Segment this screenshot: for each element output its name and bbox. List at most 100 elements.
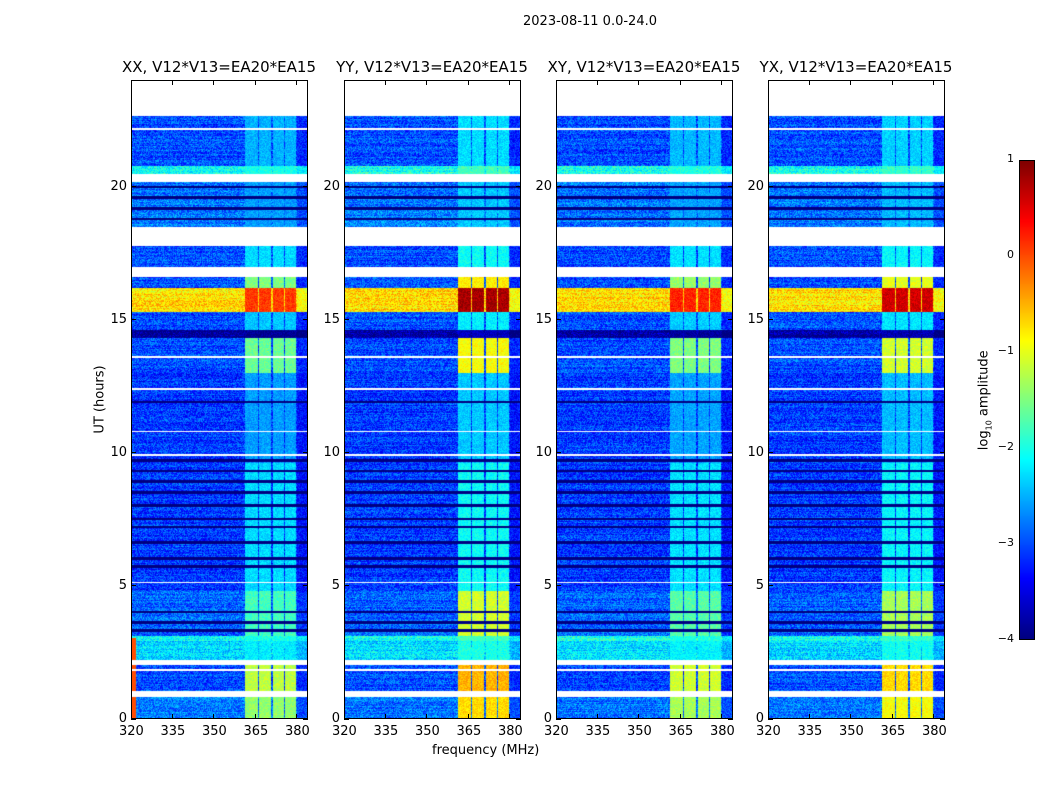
colorbar-label-rest: amplitude <box>976 350 992 421</box>
y-tick-mark <box>728 186 733 187</box>
x-tick-mark <box>213 714 215 719</box>
y-tick-label: 0 <box>755 711 764 726</box>
y-tick-mark <box>131 186 136 187</box>
y-tick-label: 15 <box>747 311 764 327</box>
x-tick-mark <box>426 80 428 85</box>
x-axis-label: frequency (MHz) <box>432 743 540 758</box>
x-tick-mark <box>767 80 769 85</box>
y-tick-label: 5 <box>543 577 552 593</box>
colorbar-tick-label: −4 <box>997 632 1014 645</box>
heatmap-panel-2 <box>556 80 733 719</box>
y-tick-mark <box>556 718 561 720</box>
y-tick-mark <box>768 186 773 187</box>
panel-title: XY, V12*V13=EA20*EA15 <box>547 58 741 76</box>
y-axis-label: UT (hours) <box>92 365 108 434</box>
y-tick-mark <box>516 585 521 587</box>
x-tick-label: 335 <box>160 724 186 739</box>
x-tick-mark <box>721 714 723 719</box>
y-tick-mark <box>556 585 561 587</box>
x-tick-mark <box>254 80 256 85</box>
x-tick-mark <box>171 714 173 719</box>
x-tick-mark <box>933 714 935 719</box>
colorbar-tick-label: −3 <box>997 536 1014 549</box>
x-tick-mark <box>555 714 557 719</box>
x-tick-mark <box>296 714 298 719</box>
panel-title: YX, V12*V13=EA20*EA15 <box>759 58 953 76</box>
x-tick-mark <box>343 714 345 719</box>
x-tick-mark <box>596 80 598 85</box>
colorbar-label-log: log <box>976 430 992 451</box>
y-tick-mark <box>344 585 349 587</box>
y-tick-mark <box>516 186 521 187</box>
y-tick-mark <box>940 718 945 720</box>
x-tick-mark <box>721 80 723 85</box>
y-tick-label: 20 <box>535 178 552 194</box>
y-tick-mark <box>728 585 733 587</box>
heatmap-panel-0 <box>131 80 308 719</box>
x-tick-label: 350 <box>838 724 864 739</box>
x-tick-mark <box>638 80 640 85</box>
y-tick-mark <box>768 319 773 321</box>
y-tick-mark <box>344 452 349 454</box>
x-tick-mark <box>509 80 511 85</box>
x-tick-label: 320 <box>756 724 781 739</box>
x-tick-mark <box>213 80 215 85</box>
x-tick-label: 320 <box>119 724 144 739</box>
y-tick-mark <box>940 319 945 321</box>
x-tick-mark <box>850 80 852 85</box>
y-tick-mark <box>303 452 308 454</box>
x-tick-mark <box>254 714 256 719</box>
y-tick-mark <box>516 718 521 720</box>
heatmap-image <box>132 81 307 718</box>
heatmap-panel-1 <box>344 80 521 719</box>
y-tick-mark <box>303 718 308 720</box>
y-tick-mark <box>556 186 561 187</box>
x-tick-mark <box>467 714 469 719</box>
figure-title: 2023-08-11 0.0-24.0 <box>523 14 657 29</box>
y-tick-mark <box>940 186 945 187</box>
x-tick-label: 365 <box>456 724 482 739</box>
y-tick-mark <box>131 585 136 587</box>
x-tick-mark <box>933 80 935 85</box>
heatmap-image <box>557 81 732 718</box>
y-tick-label: 15 <box>535 311 552 327</box>
x-tick-mark <box>679 80 681 85</box>
y-tick-mark <box>556 452 561 454</box>
x-tick-label: 350 <box>201 724 227 739</box>
x-tick-label: 380 <box>497 724 523 739</box>
y-tick-mark <box>768 452 773 454</box>
y-tick-mark <box>131 452 136 454</box>
x-tick-mark <box>296 80 298 85</box>
y-tick-label: 10 <box>535 444 552 460</box>
heatmap-image <box>769 81 944 718</box>
y-tick-mark <box>940 585 945 587</box>
x-tick-mark <box>384 714 386 719</box>
y-tick-mark <box>344 186 349 187</box>
colorbar-tick-label: −2 <box>997 440 1014 453</box>
x-tick-mark <box>808 714 810 719</box>
x-tick-label: 380 <box>284 724 310 739</box>
y-tick-label: 5 <box>118 577 127 593</box>
heatmap-image <box>345 81 520 718</box>
y-tick-label: 10 <box>110 444 127 460</box>
y-tick-mark <box>728 452 733 454</box>
colorbar-tick-label: 1 <box>1007 152 1014 165</box>
x-tick-label: 350 <box>414 724 440 739</box>
y-tick-mark <box>131 319 136 321</box>
x-tick-mark <box>638 714 640 719</box>
y-tick-mark <box>556 319 561 321</box>
colorbar-label: log10 amplitude <box>977 330 994 470</box>
x-tick-label: 380 <box>709 724 735 739</box>
y-tick-label: 20 <box>110 178 127 194</box>
x-tick-label: 335 <box>797 724 823 739</box>
y-tick-mark <box>344 319 349 321</box>
y-tick-label: 10 <box>747 444 764 460</box>
x-tick-label: 335 <box>585 724 611 739</box>
y-tick-mark <box>344 718 349 720</box>
x-tick-mark <box>555 80 557 85</box>
y-tick-mark <box>728 718 733 720</box>
y-tick-label: 20 <box>747 178 764 194</box>
y-tick-label: 20 <box>323 178 340 194</box>
colorbar <box>1019 160 1035 640</box>
